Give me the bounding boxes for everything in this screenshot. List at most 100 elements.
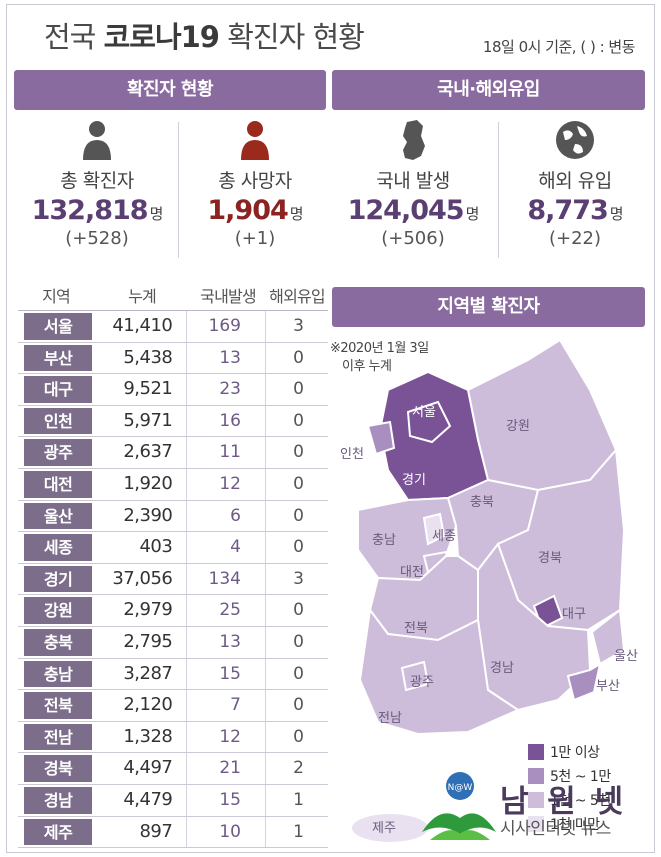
domestic-cell: 15 [186,658,265,690]
stat-value: 1,904 명 [207,195,303,226]
total-cell: 5,438 [123,346,173,368]
region-cell: 전북 [24,692,93,719]
domestic-cell: 12 [186,721,265,753]
korea-map-icon [403,120,425,160]
overseas-cell: 1 [264,784,328,816]
overseas-cell: 0 [264,437,328,468]
total-cell: 5,971 [123,409,173,431]
table-row: 광주 2,637 11 0 [18,437,328,469]
region-cell: 경남 [24,786,93,814]
overseas-cell: 0 [264,595,328,626]
table-body: 서울 41,410 169 3 부산 5,438 13 0 대구 9,521 23 0 인천 5,971 1… [18,310,328,849]
total-cell: 1,328 [123,725,173,747]
legend-item: 1만 이상 [528,740,611,764]
domestic-cell: 13 [186,342,265,374]
table-row: 대전 1,920 12 0 [18,468,328,501]
map-note: ※2020년 1월 3일 이후 누계 [330,341,429,374]
overseas-cell: 0 [264,374,328,405]
total-cell: 2,390 [123,504,173,526]
stat-change: (+1) [234,228,276,249]
map-label-daejeon: 대전 [400,565,424,580]
total-cell: 2,979 [123,599,173,621]
region-cell: 서울 [24,313,93,340]
basis-date: 18일 0시 기준, ( ) : 변동 [482,38,636,56]
domestic-cell: 21 [186,753,265,784]
person-icon [241,121,269,160]
stat-label: 총 확진자 [60,170,134,192]
overseas-cell: 0 [264,468,328,500]
region-incheon [366,420,396,456]
logo-name: 남 원 넷 [500,784,628,820]
map-label-gyeonggi: 경기 [402,473,426,488]
map-label-gwangju: 광주 [410,675,434,690]
stat-total-confirmed: 총 확진자 132,818 명 (+528) [22,118,172,268]
svg-text:N@W: N@W [448,783,473,793]
overseas-cell: 3 [264,311,328,342]
region-jeonnam [358,607,521,736]
total-cell: 3,287 [123,662,173,684]
legend-swatch [528,816,544,832]
stat-domestic: 국내 발생 124,045 명 (+506) [338,118,488,268]
table-row: 충북 2,795 13 0 [18,626,328,659]
col-header-region: 지역 [42,287,71,306]
divider [178,122,179,258]
region-seoul [406,400,452,444]
domestic-cell: 12 [186,468,265,500]
overseas-cell: 0 [264,500,328,532]
stat-label: 총 사망자 [218,170,292,192]
map-label-gyeongnam: 경남 [490,661,514,676]
region-cell: 광주 [24,439,93,466]
domestic-cell: 13 [186,626,265,658]
table-row: 경남 4,479 15 1 [18,784,328,817]
col-header-overseas: 해외유입 [269,287,325,306]
stat-value: 124,045 명 [347,195,480,226]
overseas-cell: 0 [264,626,328,658]
table-row: 전북 2,120 7 0 [18,690,328,722]
stat-total-deaths: 총 사망자 1,904 명 (+1) [180,118,330,268]
domestic-cell: 16 [186,405,265,437]
divider [498,122,499,258]
stat-change: (+528) [65,228,129,249]
logo-emblem-icon: N@W [422,772,496,840]
region-table: 지역 누계 국내발생 해외유입 서울 41,410 169 3 부산 5,438 13 0 대구… [18,282,328,849]
domestic-cell: 25 [186,595,265,626]
total-cell: 2,795 [123,630,173,652]
map-label-ulsan: 울산 [614,649,638,664]
map-label-jeonbuk: 전북 [404,621,428,636]
stat-value: 132,818 명 [31,195,164,226]
domestic-cell: 169 [186,311,265,342]
overseas-cell: 1 [264,816,328,848]
map-label-gyeongbuk: 경북 [538,551,562,566]
region-cell: 인천 [24,407,93,435]
map-legend: 1만 이상 5천 ~ 1만 1천 ~ 5천 1천 미만 [528,740,611,836]
table-row: 대구 9,521 23 0 [18,374,328,406]
legend-item: 1천 미만 [528,812,611,836]
region-jeju [352,814,428,842]
korea-region-map: 서울 경기 인천 강원 충북 세종 충남 대전 경북 대구 울산 전북 경남 부… [340,338,638,842]
stat-label: 국내 발생 [376,170,450,192]
map-label-jeonnam: 전남 [378,711,402,726]
region-cell: 대전 [24,470,93,498]
table-row: 제주 897 10 1 [18,816,328,849]
overseas-cell: 0 [264,721,328,753]
overseas-cell: 2 [264,753,328,784]
overseas-cell: 0 [264,690,328,721]
map-label-chungnam: 충남 [372,533,396,548]
domestic-cell: 15 [186,784,265,816]
domestic-cell: 7 [186,690,265,721]
table-row: 강원 2,979 25 0 [18,595,328,627]
stat-value: 8,773 명 [527,195,623,226]
map-label-seoul: 서울 [412,405,436,420]
legend-swatch [528,768,544,784]
map-label-gangwon: 강원 [506,419,530,434]
stat-change: (+506) [381,228,445,249]
table-row: 전남 1,328 12 0 [18,721,328,754]
region-busan [566,661,602,702]
col-header-domestic: 국내발생 [200,287,256,306]
domestic-cell: 6 [186,500,265,532]
overseas-cell: 0 [264,658,328,690]
table-row: 울산 2,390 6 0 [18,500,328,533]
overseas-cell: 0 [264,405,328,437]
region-ulsan [590,608,626,666]
region-cell: 울산 [24,502,93,530]
